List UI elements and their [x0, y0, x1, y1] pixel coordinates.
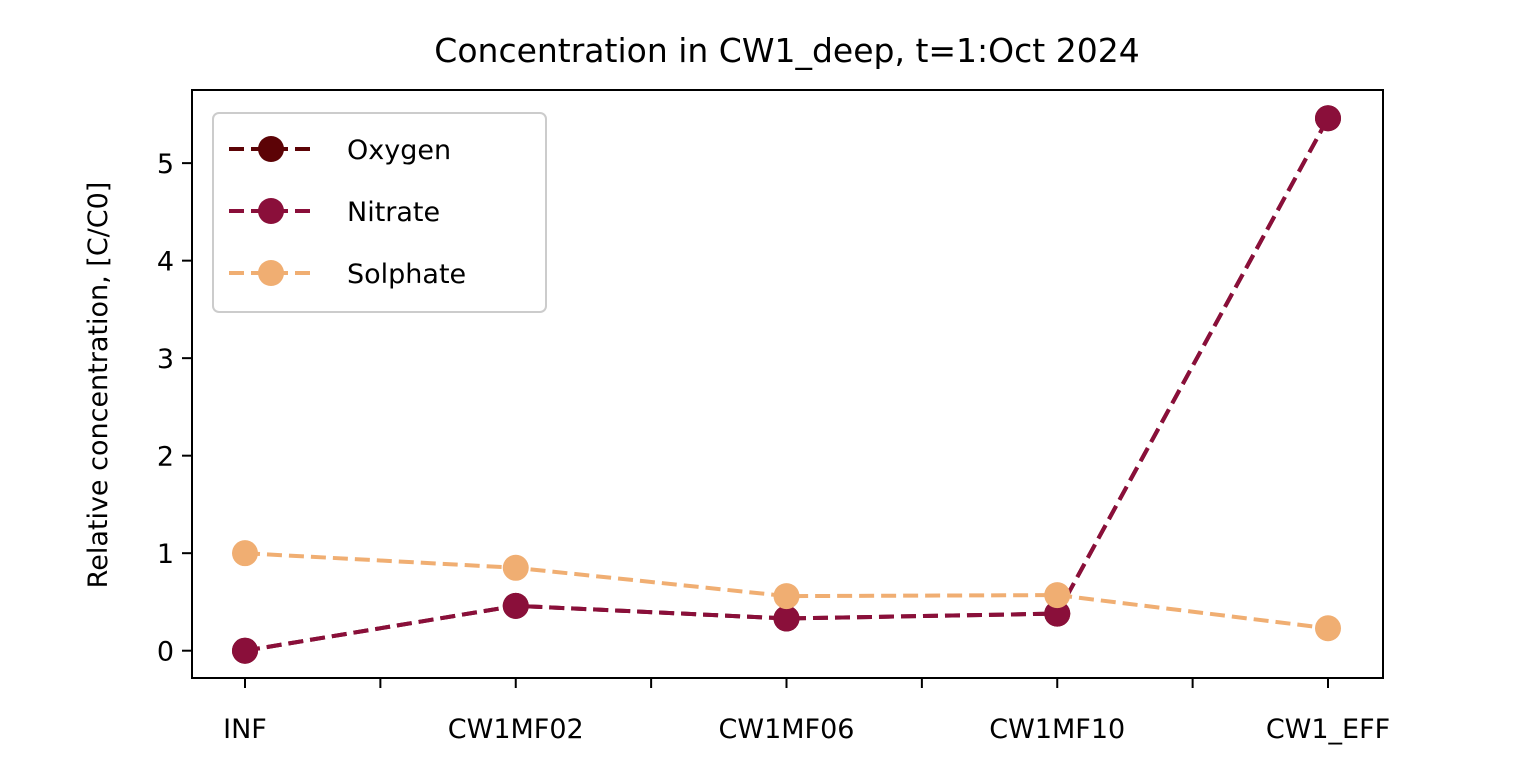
data-point-2-1	[502, 554, 529, 581]
data-point-1-1	[502, 592, 529, 619]
legend-label-0: Oxygen	[347, 135, 451, 166]
data-point-2-3	[1044, 582, 1071, 609]
x-tick-label-1: CW1MF02	[448, 714, 584, 745]
data-point-1-2	[773, 605, 800, 632]
y-tick-label-2: 2	[157, 442, 174, 473]
legend-label-1: Nitrate	[347, 197, 440, 228]
legend-marker-0	[258, 136, 284, 162]
axes: INF CW1MF02 CW1MF06 CW1MF10 CW1_EFF 0 1 2 3 4 5	[157, 89, 1390, 745]
legend-marker-1	[258, 198, 284, 224]
x-tick-label-0: INF	[223, 714, 267, 745]
x-tick-label-2: CW1MF06	[719, 714, 855, 745]
y-axis-label: Relative concentration, [C/C0]	[83, 182, 114, 589]
x-tick-label-4: CW1_EFF	[1266, 714, 1390, 745]
series-line-2	[244, 551, 1329, 631]
legend-label-2: Solphate	[347, 259, 466, 290]
legend: Oxygen Nitrate Solphate	[212, 112, 547, 313]
data-point-2-0	[232, 540, 258, 567]
legend-frame	[212, 112, 547, 313]
data-point-1-4	[1315, 105, 1341, 132]
y-tick-label-5: 5	[157, 149, 174, 180]
x-tick-label-3: CW1MF10	[989, 714, 1125, 745]
data-point-1-0	[232, 637, 258, 664]
data-point-1-3	[1044, 600, 1071, 627]
chart-title: Concentration in CW1_deep, t=1:Oct 2024	[434, 31, 1139, 70]
y-tick-label-0: 0	[157, 637, 174, 668]
y-tick-label-3: 3	[157, 344, 174, 375]
data-point-2-2	[773, 583, 800, 610]
data-point-2-4	[1315, 615, 1341, 642]
series-line-1	[244, 117, 1330, 653]
y-tick-label-1: 1	[157, 539, 174, 570]
legend-marker-2	[258, 260, 284, 286]
legend-items: Oxygen Nitrate Solphate	[229, 135, 466, 290]
plot-area	[232, 105, 1341, 664]
y-tick-label-4: 4	[157, 247, 174, 278]
